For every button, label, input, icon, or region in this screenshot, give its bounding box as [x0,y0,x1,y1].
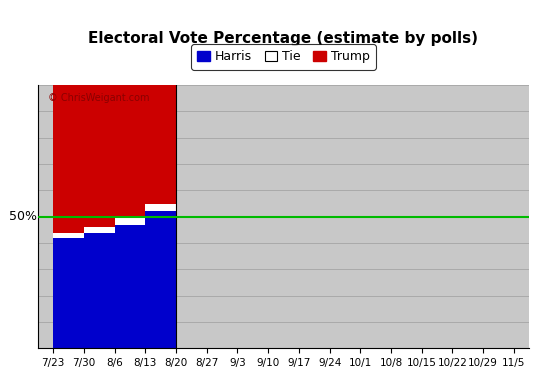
Text: 50%: 50% [9,210,37,223]
Title: Electoral Vote Percentage (estimate by polls): Electoral Vote Percentage (estimate by p… [89,31,478,46]
Legend: Harris, Tie, Trump: Harris, Tie, Trump [191,44,376,70]
Text: © ChrisWeigant.com: © ChrisWeigant.com [48,93,149,103]
